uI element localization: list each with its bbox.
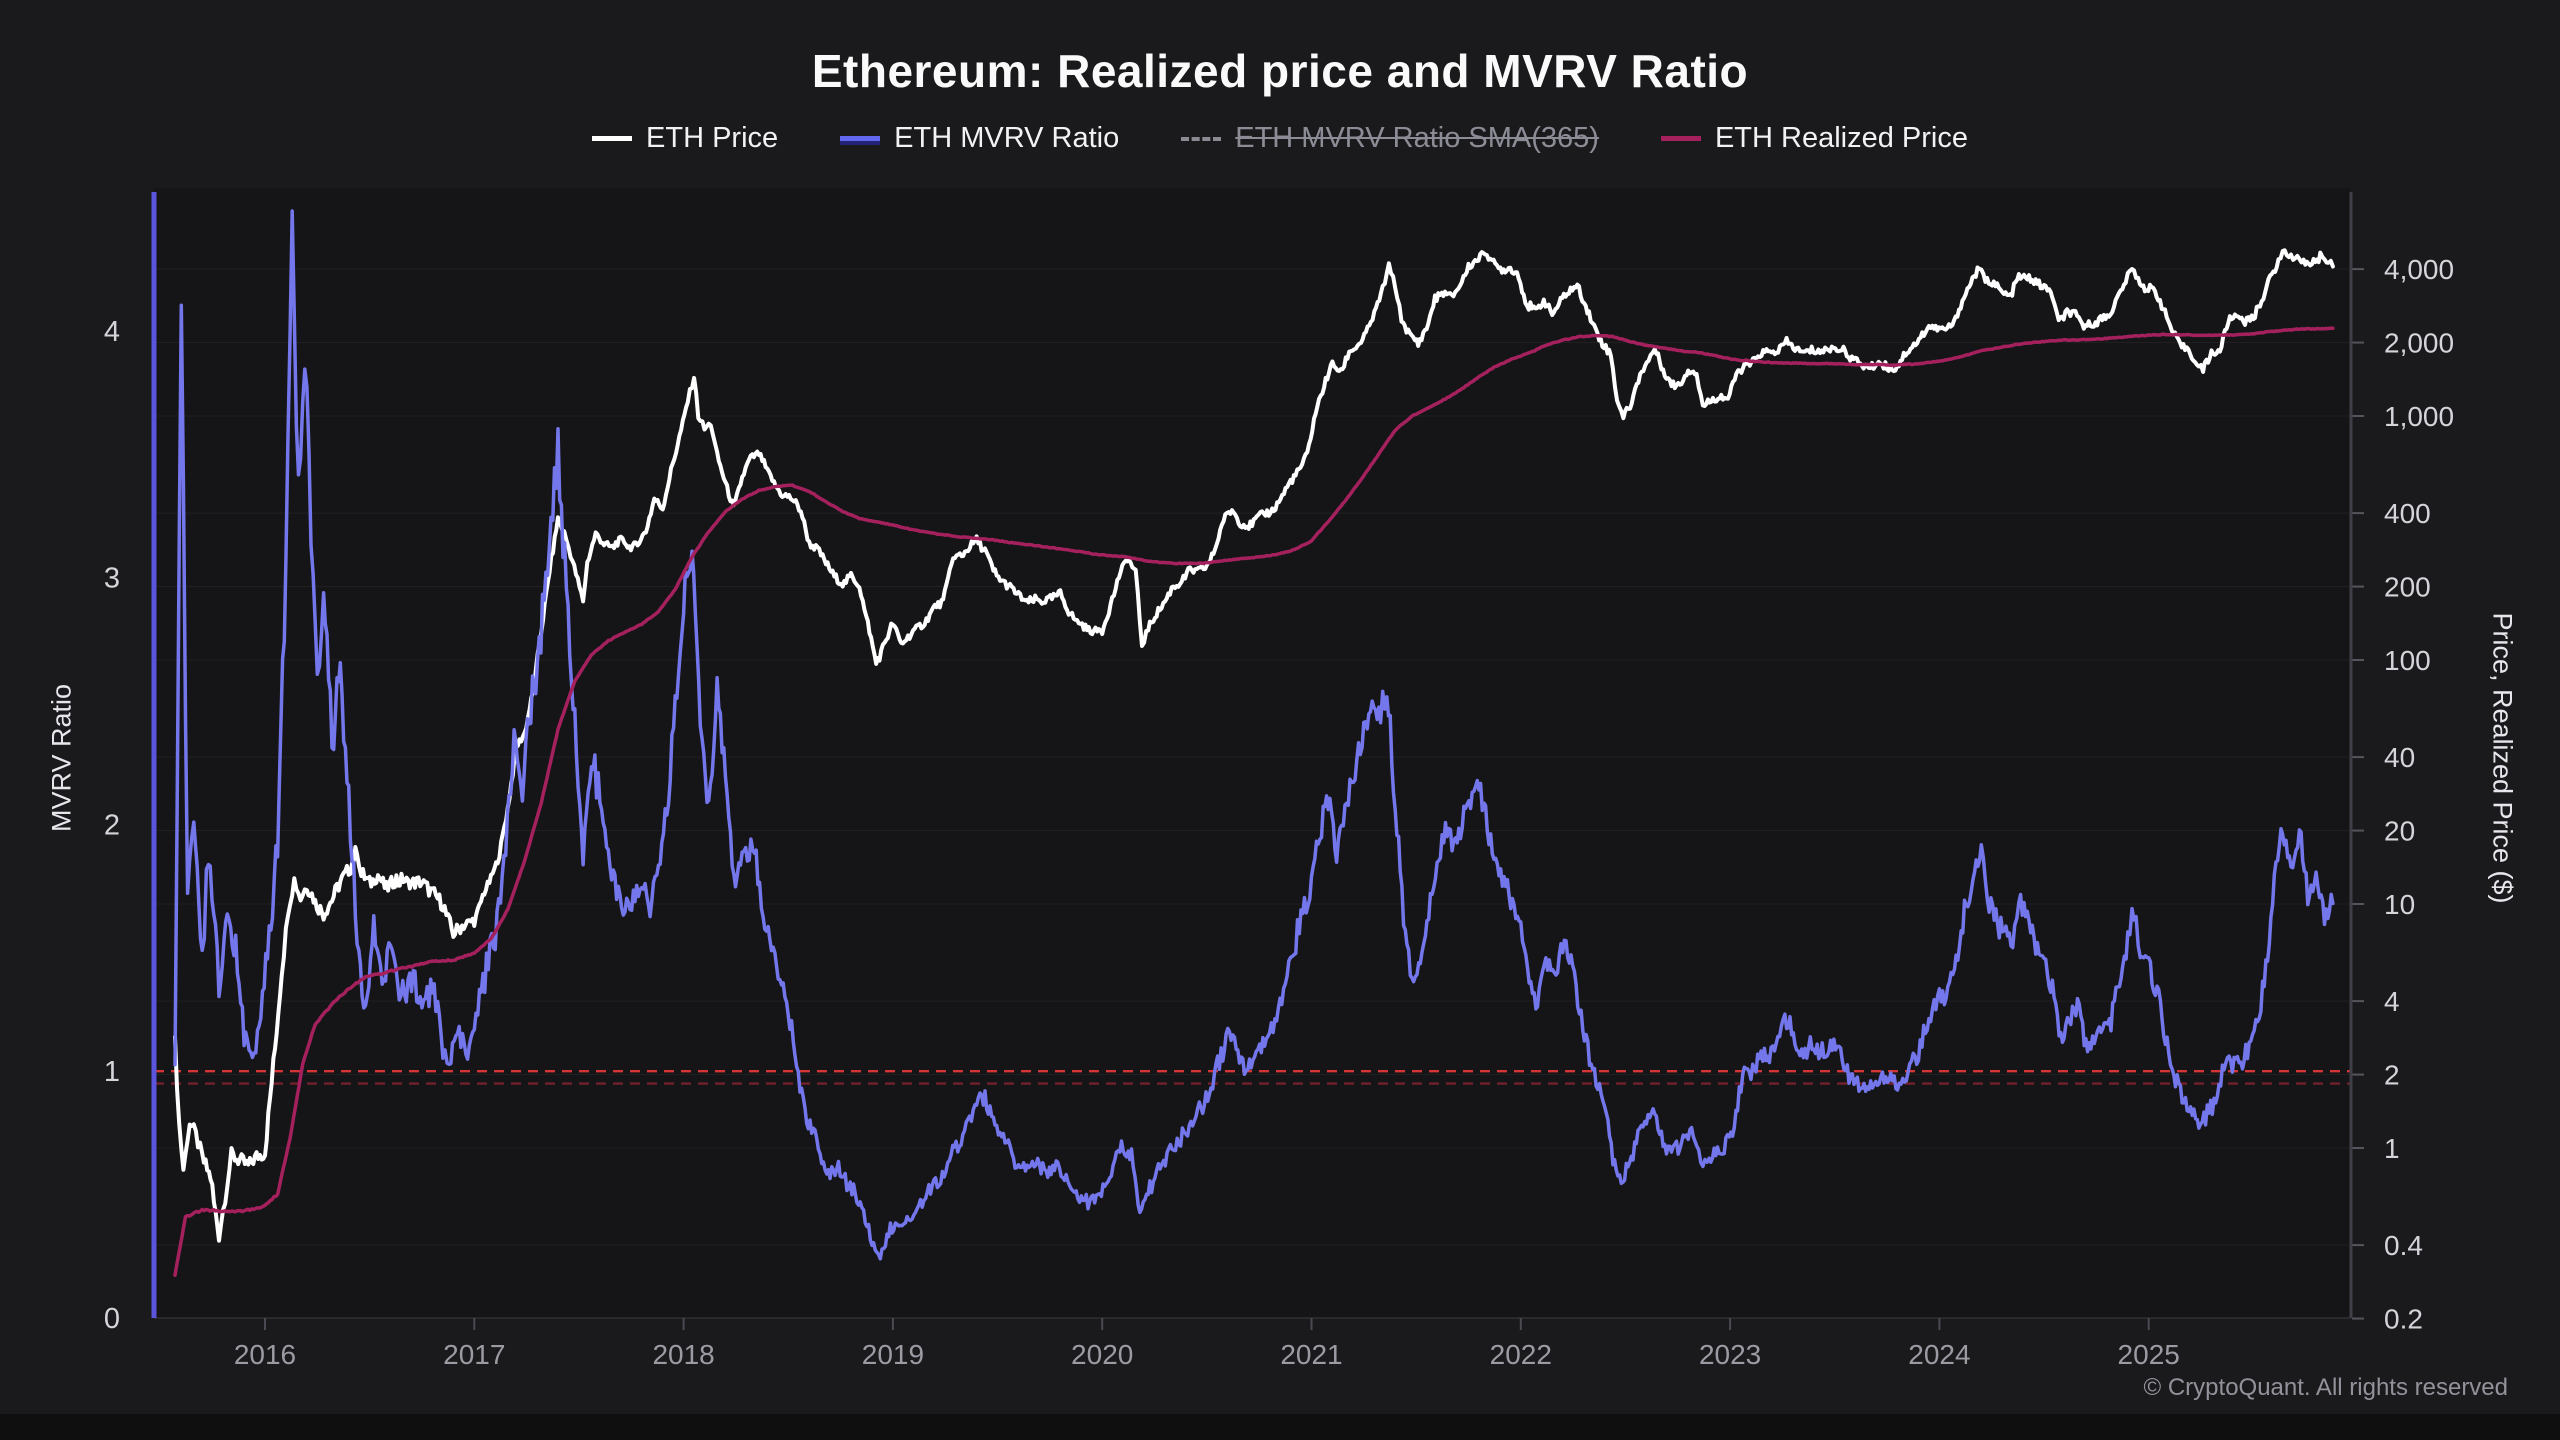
legend-item-eth-realized-price[interactable]: ETH Realized Price <box>1660 122 1968 155</box>
x-tick-label-2018: 2018 <box>652 1339 714 1370</box>
x-tick-label-2017: 2017 <box>443 1339 505 1370</box>
plot-background <box>154 188 2350 1318</box>
y-axis-title-left: MVRV Ratio <box>46 683 77 833</box>
legend-label-eth-mvrv-ratio: ETH MVRV Ratio <box>894 122 1120 154</box>
x-tick-label-2025: 2025 <box>2118 1339 2180 1370</box>
x-tick-label-2021: 2021 <box>1280 1339 1342 1370</box>
series-line-eth-realized-price <box>173 326 2335 1277</box>
x-tick-label-2023: 2023 <box>1699 1339 1761 1370</box>
right-tick-label-0.2: 0.2 <box>2384 1304 2423 1335</box>
legend-swatch-line-eth-mvrv-ratio-sma-365- <box>1181 136 1222 141</box>
left-tick-label-3: 3 <box>104 563 120 595</box>
x-tick-label-2020: 2020 <box>1071 1339 1133 1370</box>
left-tick-label-2: 2 <box>104 809 120 841</box>
left-tick-label-0: 0 <box>104 1303 120 1335</box>
x-tick-label-2024: 2024 <box>1908 1339 1970 1370</box>
right-tick-label-4,000: 4,000 <box>2384 254 2454 285</box>
legend-label-eth-mvrv-ratio-sma-365-: ETH MVRV Ratio SMA(365) <box>1235 122 1599 154</box>
right-tick-label-0.4: 0.4 <box>2384 1230 2423 1261</box>
legend-label-eth-realized-price: ETH Realized Price <box>1714 122 1968 154</box>
left-tick-label-1: 1 <box>104 1056 120 1088</box>
legend: ETH Price ETH MVRV Ratio ETH MVRV Ratio SM… <box>0 122 2560 155</box>
right-tick-label-1: 1 <box>2384 1133 2400 1164</box>
left-tick-label-4: 4 <box>104 316 120 348</box>
right-tick-label-100: 100 <box>2384 645 2431 676</box>
legend-swatch-line-eth-mvrv-ratio <box>840 136 881 141</box>
legend-swatch-line-eth-realized-price <box>1660 136 1701 141</box>
series-line-eth-mvrv-ratio <box>173 209 2335 1261</box>
legend-item-eth-mvrv-ratio-sma-365-[interactable]: ETH MVRV Ratio SMA(365) <box>1181 122 1599 155</box>
x-tick-label-2016: 2016 <box>234 1339 296 1370</box>
legend-item-eth-mvrv-ratio[interactable]: ETH MVRV Ratio <box>840 122 1119 155</box>
right-tick-label-10: 10 <box>2384 889 2415 920</box>
y-axis-title-right: Price, Realized Price ($) <box>2487 612 2518 904</box>
right-tick-label-200: 200 <box>2384 572 2431 603</box>
footer-copyright: © CryptoQuant. All rights reserved <box>2143 1374 2509 1401</box>
legend-item-eth-price[interactable]: ETH Price <box>592 122 778 155</box>
chart-title: Ethereum: Realized price and MVRV Ratio <box>811 45 1749 97</box>
right-tick-label-4: 4 <box>2384 986 2400 1017</box>
right-tick-label-20: 20 <box>2384 816 2415 847</box>
bottom-bar <box>0 1414 2560 1440</box>
right-tick-label-40: 40 <box>2384 742 2415 773</box>
right-tick-label-400: 400 <box>2384 498 2431 529</box>
x-tick-label-2022: 2022 <box>1490 1339 1552 1370</box>
right-tick-label-1,000: 1,000 <box>2384 401 2454 432</box>
right-tick-label-2: 2 <box>2384 1060 2400 1091</box>
x-tick-label-2019: 2019 <box>862 1339 924 1370</box>
legend-swatch-line-eth-price <box>592 136 633 141</box>
legend-label-eth-price: ETH Price <box>646 122 779 154</box>
right-tick-label-2,000: 2,000 <box>2384 328 2454 359</box>
